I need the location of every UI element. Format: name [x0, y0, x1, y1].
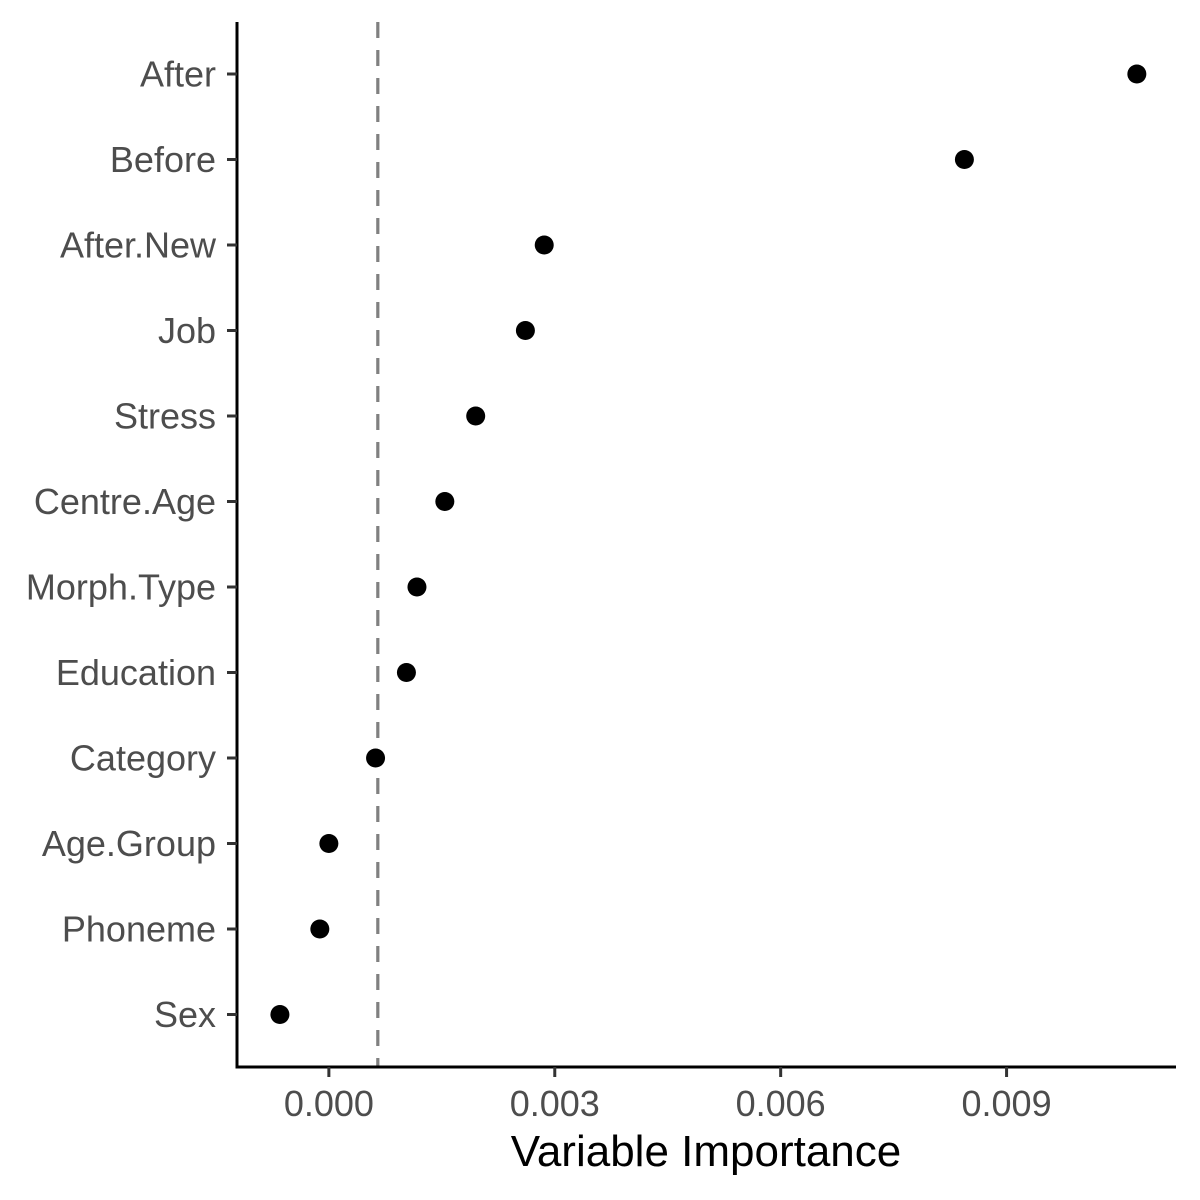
- y-tick-label-job: Job: [158, 310, 216, 351]
- y-tick-label-morph-type: Morph.Type: [26, 567, 216, 608]
- point-before: [954, 150, 974, 169]
- point-stress: [466, 406, 486, 426]
- x-axis-title: Variable Importance: [511, 1127, 902, 1176]
- y-tick-label-phoneme: Phoneme: [62, 909, 216, 950]
- point-education: [396, 663, 416, 682]
- points-layer: [270, 64, 1147, 1024]
- point-after: [1127, 64, 1147, 84]
- y-tick-label-stress: Stress: [114, 396, 216, 437]
- x-tick-label: 0.006: [736, 1083, 826, 1124]
- y-tick-label-education: Education: [56, 652, 216, 693]
- point-age-group: [319, 834, 339, 853]
- point-centre-age: [435, 492, 455, 511]
- y-tick-label-after: After: [140, 54, 216, 95]
- ticks-layer: After Before After.New Job Stress Centre.Age M…: [26, 54, 1052, 1125]
- y-tick-label-before: Before: [110, 139, 216, 180]
- y-tick-label-category: Category: [70, 738, 216, 779]
- point-job: [515, 321, 535, 340]
- x-tick-label: 0.000: [284, 1083, 374, 1124]
- point-sex: [270, 1005, 290, 1024]
- point-phoneme: [310, 919, 330, 939]
- point-morph-type: [407, 577, 427, 597]
- axes-layer: [235, 22, 1176, 1069]
- point-after-new: [534, 235, 554, 255]
- y-tick-label-centre-age: Centre.Age: [34, 481, 216, 522]
- y-tick-label-age-group: Age.Group: [42, 823, 216, 864]
- point-category: [366, 748, 386, 768]
- y-tick-label-sex: Sex: [154, 994, 216, 1035]
- x-tick-label: 0.003: [510, 1083, 600, 1124]
- y-tick-label-after-new: After.New: [60, 225, 217, 266]
- x-tick-label: 0.009: [962, 1083, 1052, 1124]
